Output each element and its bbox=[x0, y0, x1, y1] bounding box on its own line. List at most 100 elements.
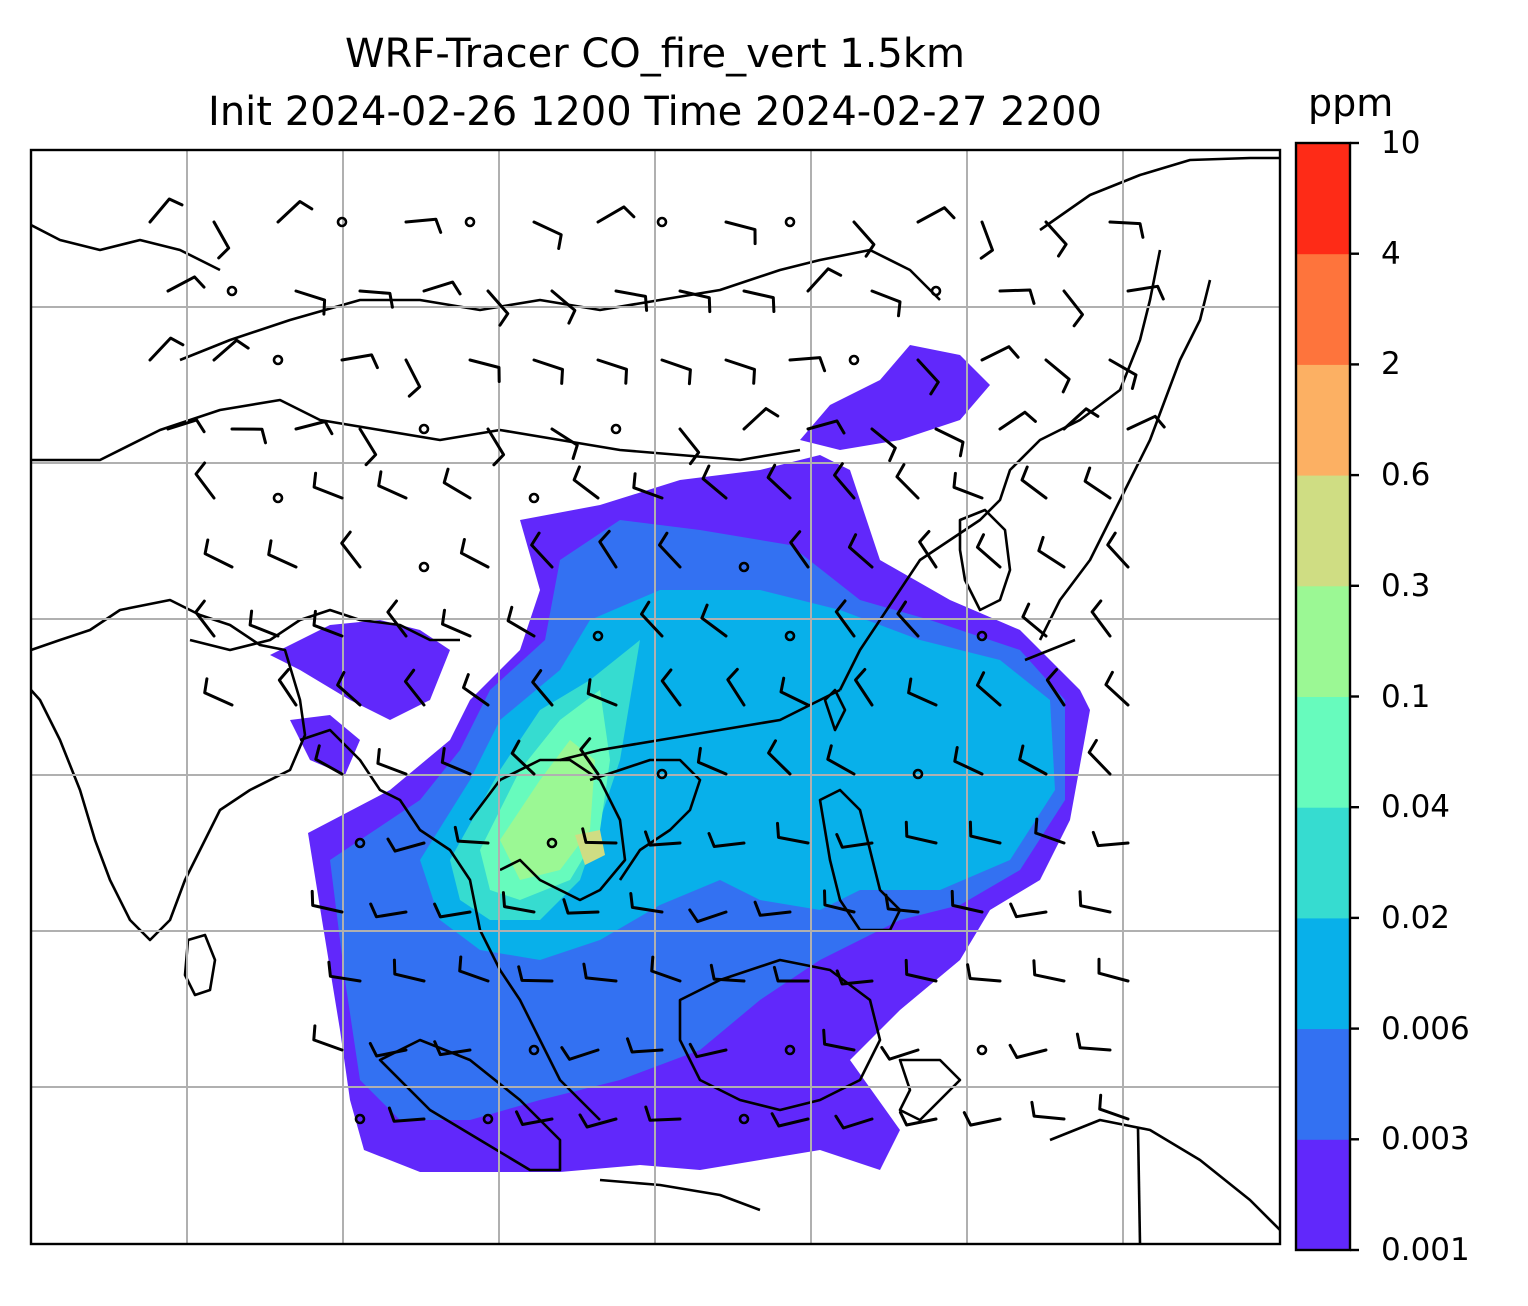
calm-wind-circle bbox=[464, 216, 476, 228]
wind-barb bbox=[904, 820, 938, 845]
calm-wind-circle bbox=[784, 630, 796, 642]
wind-barb bbox=[532, 220, 563, 250]
wind-barb bbox=[294, 420, 334, 436]
wind-barb bbox=[975, 671, 1002, 707]
wind-barb bbox=[918, 530, 938, 569]
wind-barb bbox=[506, 605, 536, 638]
wind-barb bbox=[230, 427, 267, 445]
wind-barb bbox=[895, 463, 920, 500]
wind-barb bbox=[916, 358, 940, 396]
coastline-northeast bbox=[1039, 156, 1280, 232]
wind-barb bbox=[560, 1046, 600, 1061]
wind-barb bbox=[742, 289, 776, 313]
wind-barb bbox=[582, 962, 618, 983]
wind-barb bbox=[358, 289, 394, 309]
wind-barb bbox=[834, 1114, 874, 1130]
colorbar-tick-label: 0.001 bbox=[1381, 1232, 1470, 1268]
wind-barb bbox=[404, 358, 422, 398]
wind-barb bbox=[953, 746, 984, 776]
wind-barb bbox=[572, 465, 600, 500]
wind-barb bbox=[968, 820, 1002, 845]
wind-barb bbox=[880, 1046, 920, 1061]
wind-barb bbox=[640, 600, 664, 638]
coastline-china-south bbox=[559, 688, 841, 762]
calm-wind-circle bbox=[528, 1044, 540, 1056]
wind-barb bbox=[660, 358, 692, 386]
wind-barb bbox=[1078, 890, 1112, 914]
wind-barb bbox=[688, 908, 728, 924]
wind-barb bbox=[904, 958, 938, 983]
wind-barb bbox=[1108, 358, 1138, 390]
coastline-java bbox=[599, 1178, 761, 1212]
wind-barb bbox=[950, 889, 984, 914]
wind-barb bbox=[517, 965, 554, 983]
colorbar-tick-label: 4 bbox=[1381, 235, 1401, 272]
wind-barb bbox=[212, 220, 231, 260]
wind-barb bbox=[148, 197, 184, 224]
colorbar-tick-label: 0.003 bbox=[1381, 1121, 1470, 1158]
wind-barb bbox=[1097, 957, 1130, 983]
wind-barb bbox=[579, 737, 600, 776]
wind-barb bbox=[312, 609, 344, 638]
wind-barb bbox=[962, 1111, 1002, 1127]
wind-barb bbox=[1075, 1032, 1112, 1052]
wind-barb bbox=[833, 462, 856, 500]
wind-barb bbox=[724, 358, 756, 385]
wind-barb bbox=[834, 599, 856, 638]
wind-barb bbox=[629, 892, 664, 914]
wind-barb bbox=[376, 748, 408, 776]
calm-wind-circle bbox=[930, 285, 942, 297]
wind-barb bbox=[1083, 466, 1112, 500]
colorbar-segment bbox=[1296, 143, 1350, 255]
wind-barb bbox=[952, 471, 984, 500]
wind-barb bbox=[852, 220, 876, 258]
colorbar bbox=[1294, 141, 1359, 1252]
wind-barb bbox=[510, 739, 536, 776]
map-frame bbox=[29, 148, 1282, 1246]
wind-barb bbox=[847, 533, 874, 569]
wind-barb bbox=[1008, 1043, 1048, 1059]
coastline-india bbox=[31, 598, 307, 942]
calm-wind-circle bbox=[528, 492, 540, 504]
wind-barb bbox=[387, 1106, 426, 1123]
wind-barb bbox=[1044, 220, 1068, 258]
gridlines bbox=[31, 150, 1280, 1244]
colorbar-segment bbox=[1296, 1028, 1350, 1140]
coastline-srilanka bbox=[183, 933, 217, 997]
wind-barb bbox=[1045, 668, 1066, 707]
calm-wind-circle bbox=[610, 423, 622, 435]
wind-barb bbox=[701, 464, 728, 500]
wind-barb bbox=[1106, 531, 1130, 569]
wind-barb bbox=[776, 821, 810, 845]
wind-barb bbox=[530, 531, 554, 569]
wind-barb bbox=[248, 609, 280, 638]
wind-barb bbox=[327, 960, 362, 983]
wind-barb bbox=[916, 206, 956, 224]
border-central bbox=[31, 398, 801, 462]
wind-barb bbox=[767, 739, 792, 776]
wind-barb bbox=[458, 955, 490, 983]
colorbar-segment bbox=[1296, 807, 1350, 919]
wind-barb bbox=[441, 608, 472, 638]
wind-barb bbox=[386, 837, 426, 853]
wind-barb bbox=[440, 747, 472, 776]
calm-wind-circle bbox=[784, 216, 796, 228]
wind-barb bbox=[462, 673, 490, 707]
wind-barb bbox=[614, 289, 649, 312]
wind-barb bbox=[678, 427, 701, 466]
calm-wind-circle bbox=[976, 630, 988, 642]
wind-barb bbox=[966, 963, 1002, 983]
wind-barb bbox=[742, 407, 780, 431]
wind-barb bbox=[586, 678, 618, 707]
wind-barb bbox=[596, 358, 628, 385]
wind-barb bbox=[1126, 284, 1165, 301]
wind-barb bbox=[1108, 220, 1145, 239]
colorbar-segment bbox=[1296, 253, 1350, 365]
wind-barb bbox=[1009, 902, 1048, 919]
wind-barb bbox=[578, 1113, 618, 1129]
wind-barb bbox=[979, 220, 994, 260]
wind-barb bbox=[598, 529, 618, 569]
calm-wind-circle bbox=[784, 1044, 796, 1056]
tracer-plume bbox=[270, 345, 1090, 1172]
